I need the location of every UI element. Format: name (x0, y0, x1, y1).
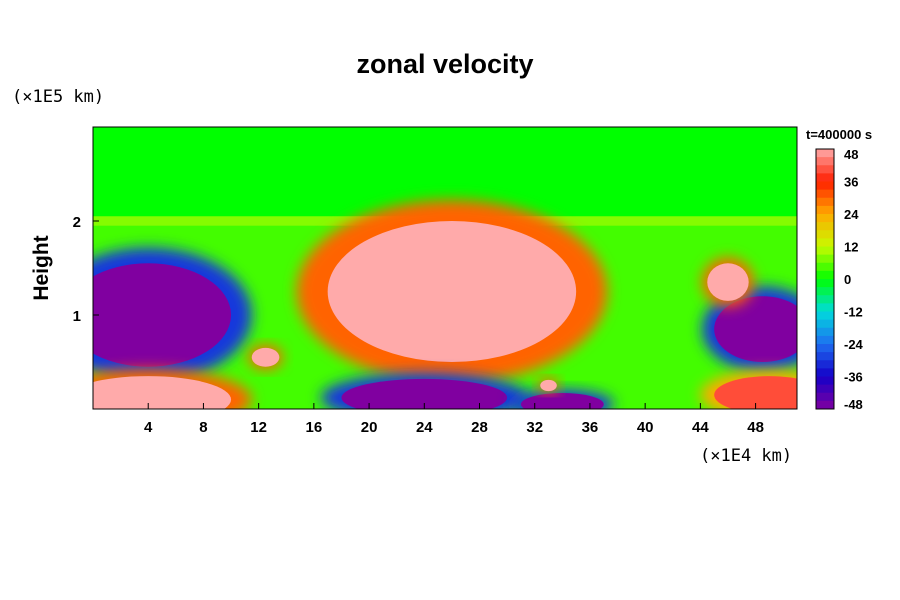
colorbar-swatch (816, 344, 834, 353)
y-axis-unit: (×1E5 km) (12, 87, 104, 107)
plot-area (93, 127, 797, 409)
x-tick-label: 36 (582, 419, 599, 436)
colorbar-level-label: -48 (844, 397, 863, 412)
region-bottom-left-positive (93, 376, 232, 409)
x-tick-label: 44 (692, 419, 709, 436)
x-tick-label: 16 (306, 419, 323, 436)
x-axis-ticks: 4 8 12 16 20 24 28 32 36 40 44 48 (144, 403, 764, 436)
colorbar-swatch (816, 173, 834, 182)
plot-frame (92, 126, 798, 410)
x-tick-label: 24 (416, 419, 433, 436)
x-tick-label: 4 (144, 419, 153, 436)
colorbar: 48 36 24 12 0 -12 -24 -36 -48 (815, 147, 864, 412)
x-tick-label: 20 (361, 419, 378, 436)
region-bottom-right-positive (714, 376, 797, 409)
colorbar-swatch (816, 165, 834, 174)
colorbar-swatch (816, 392, 834, 402)
colorbar-swatch (816, 230, 834, 239)
y-axis-label: Height (30, 235, 53, 300)
colorbar-swatch (816, 400, 834, 410)
y-tick-label: 2 (73, 214, 81, 231)
region-small-positive-eddy-2 (540, 379, 557, 392)
colorbar-swatch (816, 157, 834, 166)
colorbar-swatch (816, 254, 834, 264)
colorbar-swatch (816, 214, 834, 223)
colorbar-swatch (816, 295, 834, 304)
colorbar-level-label: 0 (844, 272, 851, 287)
colorbar-swatch (816, 205, 834, 215)
colorbar-swatch (816, 384, 834, 394)
colorbar-swatch (816, 262, 834, 272)
region-right-negative-core (714, 296, 797, 362)
colorbar-frame (815, 148, 835, 410)
colorbar-swatch (816, 287, 834, 296)
region-central-positive-core (327, 221, 577, 362)
colorbar-swatch (816, 327, 834, 337)
colorbar-swatch (816, 270, 834, 280)
x-tick-label: 32 (526, 419, 543, 436)
region-bottom-negative-1 (341, 378, 508, 409)
x-axis-unit: (×1E4 km) (700, 446, 792, 466)
colorbar-swatch (816, 222, 834, 231)
x-tick-label: 48 (747, 419, 764, 436)
colorbar-swatch (816, 376, 834, 386)
colorbar-swatch (816, 279, 834, 288)
x-tick-label: 12 (250, 419, 267, 436)
colorbar-swatch (816, 352, 834, 361)
colorbar-swatch (816, 311, 834, 321)
colorbar-swatch (816, 303, 834, 312)
time-label: t=400000 s (806, 127, 872, 142)
y-tick-label: 1 (73, 308, 81, 325)
region-small-positive-eddy-1 (251, 347, 280, 367)
colorbar-swatch (816, 238, 834, 247)
colorbar-level-label: 36 (844, 175, 858, 190)
x-tick-label: 40 (637, 419, 654, 436)
region-bottom-negative-2 (520, 393, 604, 409)
colorbar-swatch (816, 335, 834, 345)
colorbar-level-label: 24 (844, 207, 859, 222)
region-right-positive-eddy (707, 263, 749, 301)
y-axis-ticks: 12 (73, 214, 99, 325)
colorbar-swatch (816, 246, 834, 256)
colorbar-swatch (816, 368, 834, 377)
x-tick-label: 8 (199, 419, 207, 436)
colorbar-swatch (816, 319, 834, 329)
colorbar-swatch (816, 197, 834, 207)
colorbar-swatch (816, 189, 834, 199)
colorbar-level-label: -24 (844, 337, 864, 352)
region-left-negative-core (93, 263, 232, 367)
colorbar-swatch (816, 149, 834, 158)
chart-title: zonal velocity (356, 49, 533, 79)
colorbar-level-label: -12 (844, 305, 863, 320)
colorbar-level-label: -36 (844, 370, 863, 385)
colorbar-swatch (816, 360, 834, 369)
colorbar-level-label: 12 (844, 240, 858, 255)
x-tick-label: 28 (471, 419, 488, 436)
colorbar-swatch (816, 181, 834, 191)
colorbar-level-label: 48 (844, 147, 858, 162)
